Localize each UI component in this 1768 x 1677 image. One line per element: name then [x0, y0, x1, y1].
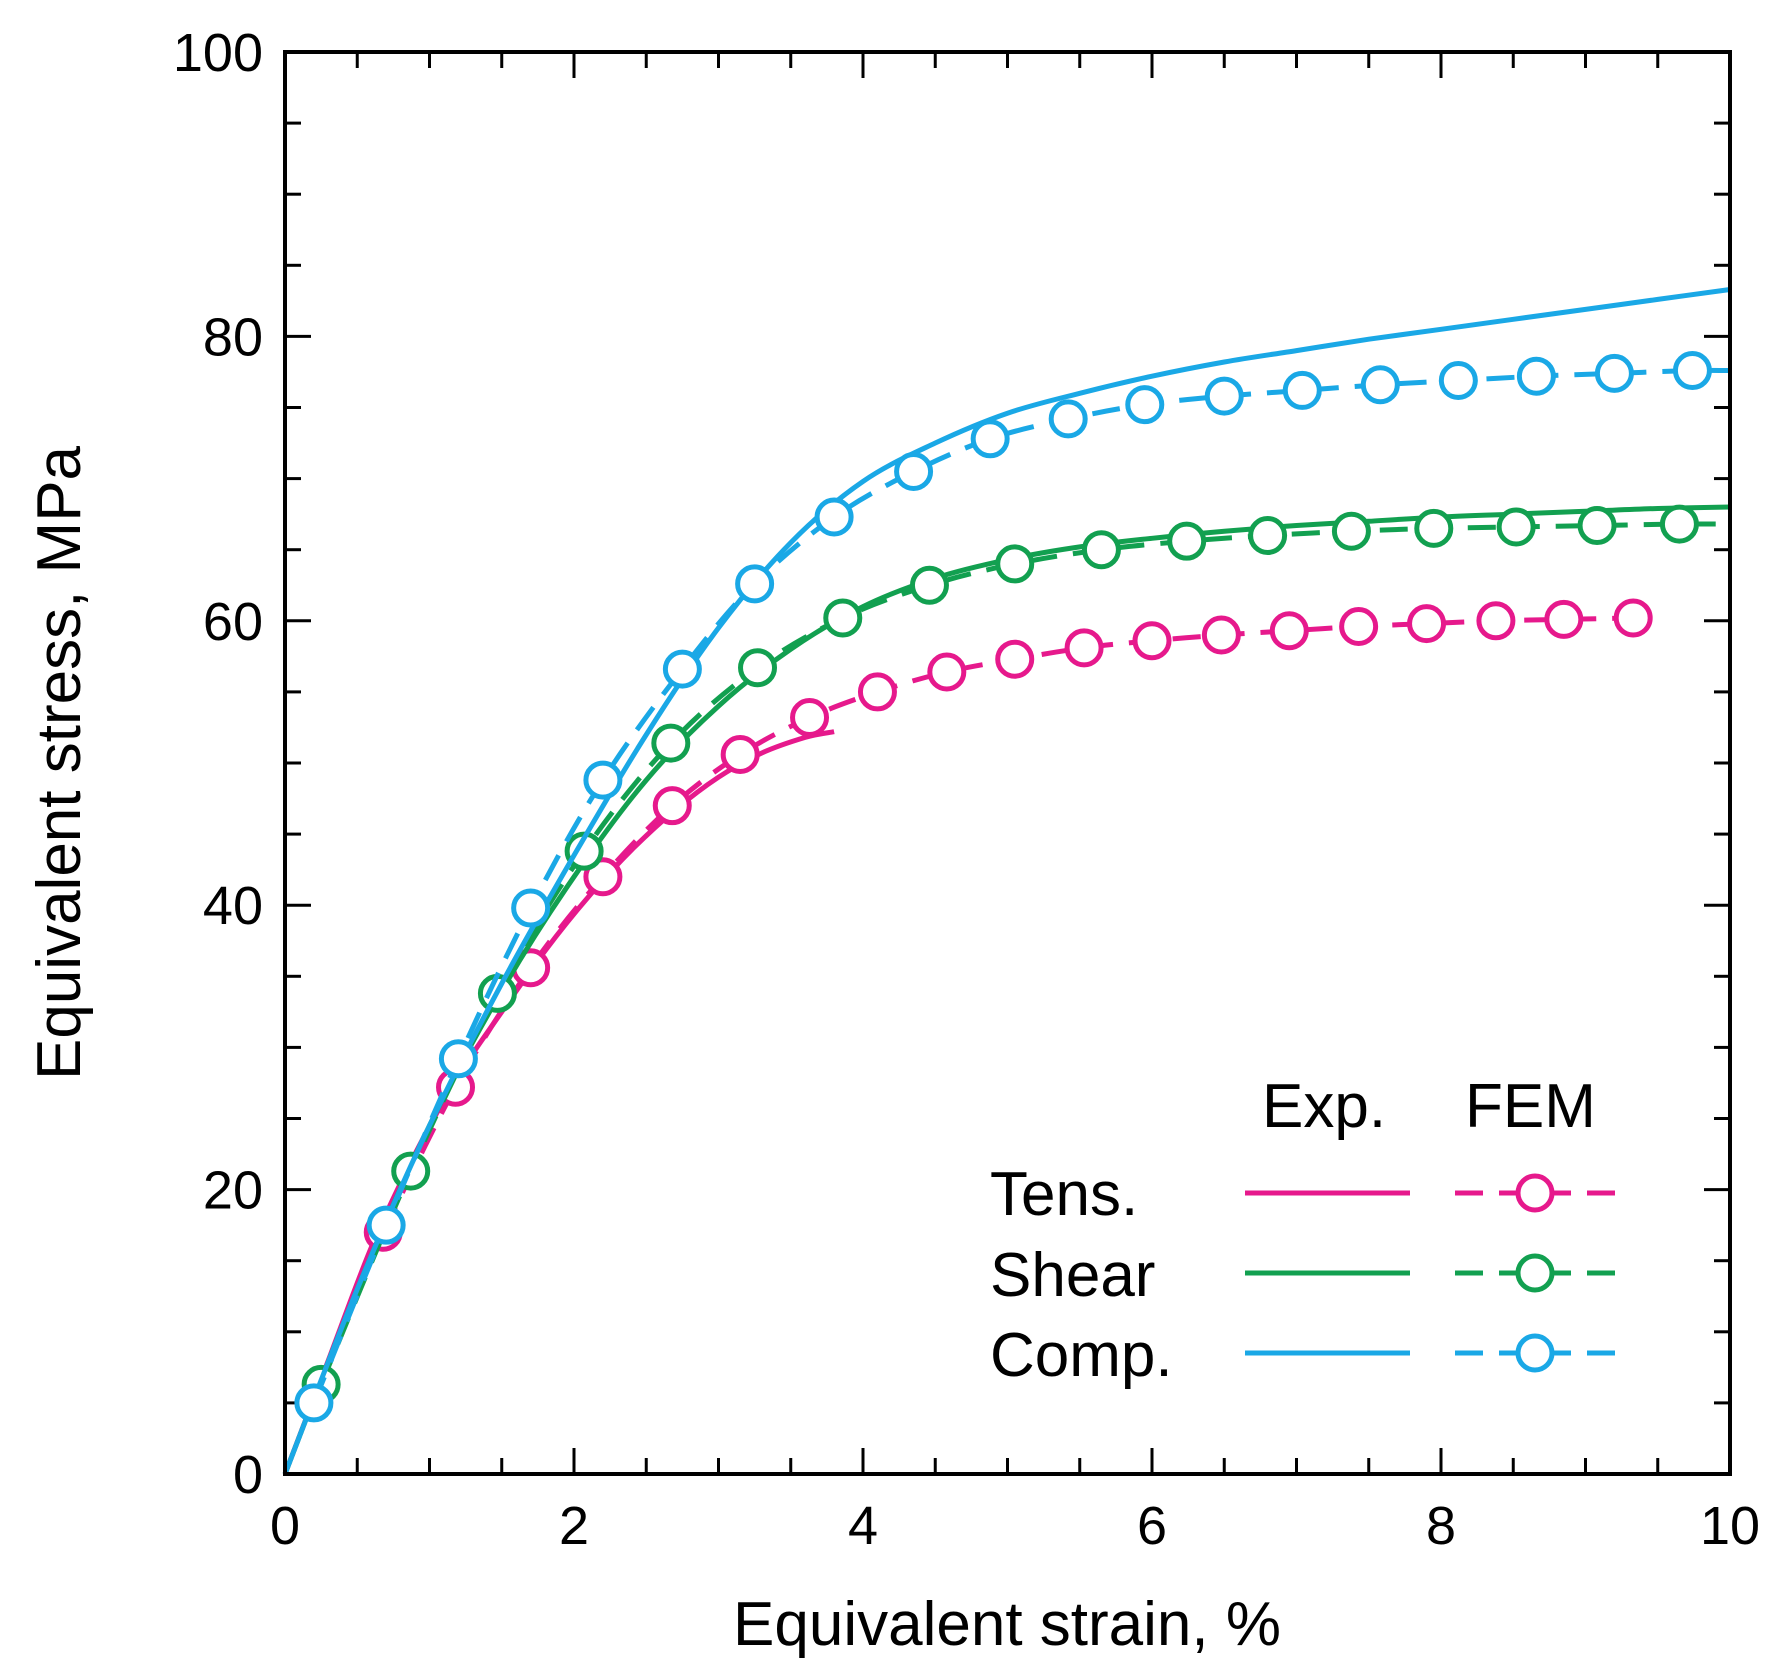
- data-point-fem-comp: [1438, 360, 1478, 400]
- data-point-fem-tens: [583, 857, 623, 897]
- data-point-fem-comp: [511, 888, 551, 928]
- x-tick-label: 4: [848, 1496, 878, 1556]
- legend-marks: [1245, 1173, 1615, 1373]
- legend: Exp. FEM Tens. Shear Comp.: [990, 1072, 1615, 1390]
- legend-header-fem: FEM: [1465, 1072, 1596, 1141]
- data-point-fem-shear: [995, 544, 1035, 584]
- data-point-fem-shear: [1248, 515, 1288, 555]
- legend-marker-fem-tens: [1515, 1173, 1555, 1213]
- data-point-fem-comp: [814, 497, 854, 537]
- data-point-fem-comp: [1048, 399, 1088, 439]
- series-line-fem-shear: [318, 521, 1731, 1386]
- data-point-fem-tens: [1339, 606, 1379, 646]
- legend-label-tens: Tens.: [990, 1160, 1138, 1229]
- data-point-fem-shear: [1659, 504, 1699, 544]
- series-line-fem-tens: [381, 615, 1634, 1234]
- data-point-fem-comp: [366, 1205, 406, 1245]
- data-point-fem-tens: [1064, 628, 1104, 668]
- data-point-fem-comp: [294, 1383, 334, 1423]
- legend-label-shear: Shear: [990, 1241, 1155, 1310]
- data-point-fem-tens: [1407, 604, 1447, 644]
- x-tick-label: 8: [1426, 1496, 1456, 1556]
- data-point-fem-shear: [1167, 521, 1207, 561]
- plot-frame: [283, 50, 1732, 1476]
- data-point-fem-tens: [1544, 599, 1584, 639]
- data-point-fem-comp: [894, 451, 934, 491]
- legend-label-comp: Comp.: [990, 1321, 1173, 1390]
- data-point-fem-comp: [1125, 385, 1165, 425]
- data-point-fem-shear: [651, 723, 691, 763]
- data-point-fem-comp: [583, 760, 623, 800]
- x-tick-label: 10: [1700, 1496, 1760, 1556]
- data-point-fem-tens: [652, 786, 692, 826]
- series-line-exp-comp: [282, 287, 1731, 1475]
- data-point-fem-shear: [909, 565, 949, 605]
- data-point-fem-shear: [823, 598, 863, 638]
- data-point-fem-shear: [1331, 511, 1371, 551]
- y-tick-label: 20: [203, 1161, 263, 1221]
- y-tick-label: 0: [233, 1445, 263, 1505]
- data-point-fem-comp: [970, 419, 1010, 459]
- y-tick-label: 40: [203, 876, 263, 936]
- data-point-fem-comp: [1282, 370, 1322, 410]
- data-point-fem-shear: [1496, 507, 1536, 547]
- legend-marker-fem-shear: [1515, 1253, 1555, 1293]
- data-point-fem-tens: [790, 697, 830, 737]
- data-point-fem-shear: [1577, 506, 1617, 546]
- data-point-fem-tens: [1201, 615, 1241, 655]
- data-point-fem-comp: [1516, 356, 1556, 396]
- data-point-fem-comp: [735, 564, 775, 604]
- y-axis-title: Equivalent stress, MPa: [25, 445, 94, 1080]
- series-line-fem-comp: [311, 367, 1731, 1404]
- x-tick-label: 6: [1137, 1496, 1167, 1556]
- data-point-fem-tens: [1476, 601, 1516, 641]
- data-point-fem-comp: [1204, 376, 1244, 416]
- data-point-fem-comp: [662, 649, 702, 689]
- x-tick-label: 2: [559, 1496, 589, 1556]
- y-tick-label: 60: [203, 592, 263, 652]
- data-point-fem-shear: [1414, 508, 1454, 548]
- plot-series: [282, 287, 1731, 1475]
- data-point-fem-tens: [720, 734, 760, 774]
- data-point-fem-comp: [1594, 353, 1634, 393]
- data-point-fem-shear: [738, 648, 778, 688]
- series-line-exp-tens: [282, 729, 835, 1475]
- legend-header-exp: Exp.: [1262, 1072, 1386, 1141]
- x-tick-labels: 0 2 4 6 8 10: [270, 1496, 1760, 1556]
- data-point-fem-tens: [1132, 621, 1172, 661]
- data-point-fem-tens: [1613, 598, 1653, 638]
- data-point-fem-shear: [1081, 530, 1121, 570]
- y-tick-label: 80: [203, 307, 263, 367]
- y-tick-labels: 0 20 40 60 80 100: [173, 23, 263, 1505]
- x-axis-title: Equivalent strain, %: [733, 1590, 1281, 1659]
- data-point-fem-comp: [1672, 351, 1712, 391]
- data-point-fem-comp: [438, 1039, 478, 1079]
- data-point-fem-tens: [927, 652, 967, 692]
- data-point-fem-tens: [995, 639, 1035, 679]
- y-tick-label: 100: [173, 23, 263, 83]
- data-point-fem-tens: [857, 672, 897, 712]
- data-point-fem-tens: [1269, 611, 1309, 651]
- data-point-fem-comp: [1360, 365, 1400, 405]
- legend-marker-fem-comp: [1515, 1333, 1555, 1373]
- x-tick-label: 0: [270, 1496, 300, 1556]
